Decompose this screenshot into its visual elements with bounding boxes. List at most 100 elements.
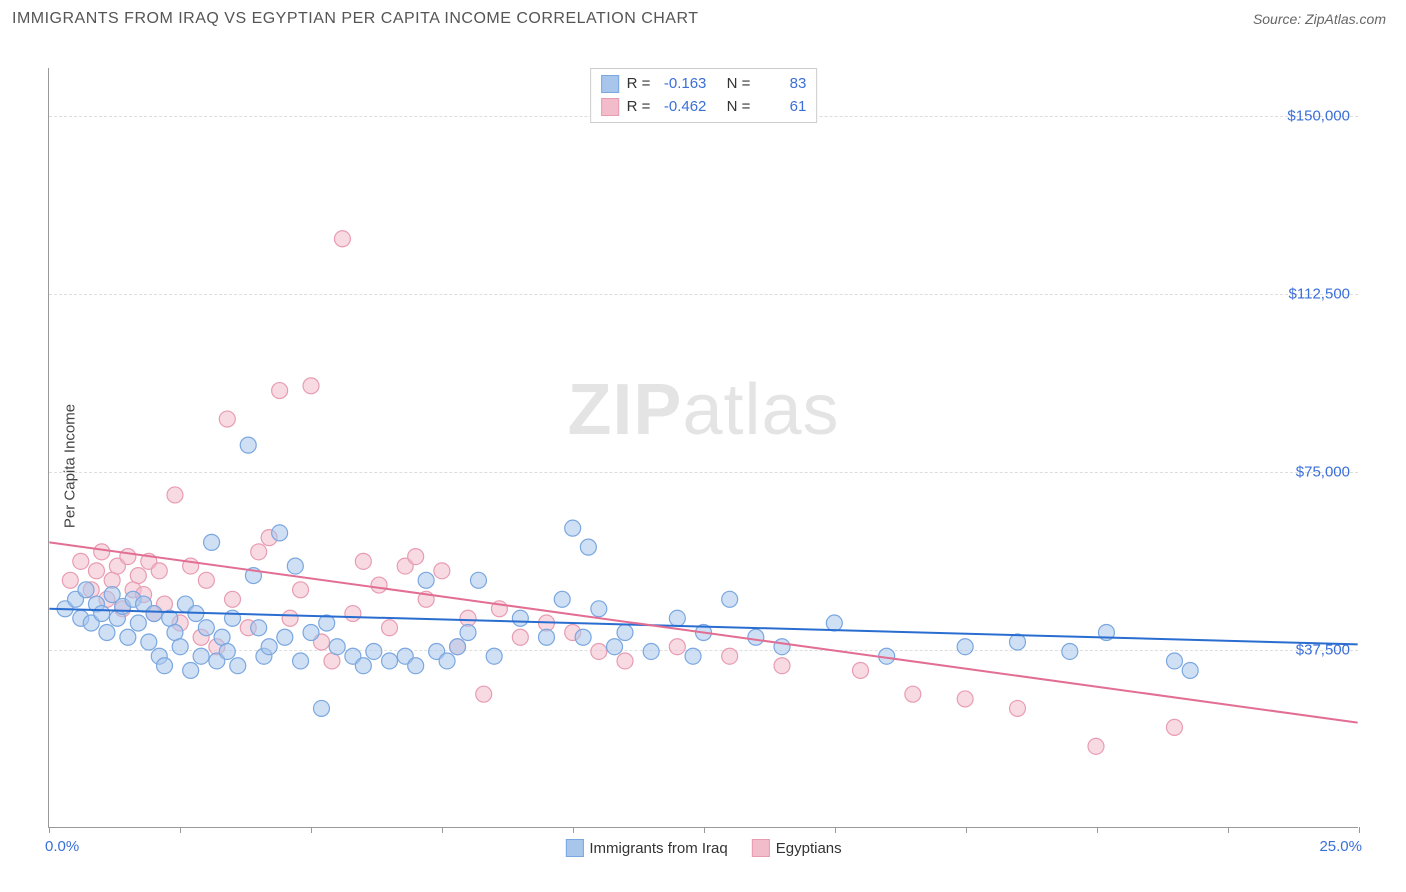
data-point (539, 629, 555, 645)
data-point (345, 606, 361, 622)
data-point (1088, 738, 1104, 754)
data-point (204, 534, 220, 550)
data-point (104, 572, 120, 588)
data-point (669, 639, 685, 655)
xtick (49, 827, 50, 833)
data-point (512, 629, 528, 645)
xtick (311, 827, 312, 833)
xtick (1359, 827, 1360, 833)
data-point (460, 625, 476, 641)
data-point (73, 553, 89, 569)
plot-svg (49, 68, 1358, 827)
data-point (722, 591, 738, 607)
data-point (470, 572, 486, 588)
data-point (748, 629, 764, 645)
stats-row-series1: R = -0.163 N = 83 (601, 73, 807, 96)
plot-area: ZIPatlas R = -0.163 N = 83 R = -0.462 N … (48, 68, 1358, 828)
data-point (355, 553, 371, 569)
data-point (685, 648, 701, 664)
data-point (905, 686, 921, 702)
data-point (198, 620, 214, 636)
data-point (355, 658, 371, 674)
data-point (293, 653, 309, 669)
data-point (214, 629, 230, 645)
data-point (591, 601, 607, 617)
data-point (512, 610, 528, 626)
xtick (1228, 827, 1229, 833)
data-point (303, 625, 319, 641)
data-point (408, 549, 424, 565)
xtick (573, 827, 574, 833)
data-point (617, 653, 633, 669)
xtick (966, 827, 967, 833)
data-point (580, 539, 596, 555)
data-point (219, 643, 235, 659)
data-point (261, 639, 277, 655)
data-point (1166, 653, 1182, 669)
data-point (418, 572, 434, 588)
data-point (1062, 643, 1078, 659)
data-point (240, 437, 256, 453)
data-point (329, 639, 345, 655)
stats-row-series2: R = -0.462 N = 61 (601, 96, 807, 119)
data-point (130, 568, 146, 584)
data-point (957, 691, 973, 707)
legend-item-series1: Immigrants from Iraq (565, 839, 727, 857)
data-point (382, 620, 398, 636)
chart-title: IMMIGRANTS FROM IRAQ VS EGYPTIAN PER CAP… (12, 10, 699, 28)
data-point (172, 639, 188, 655)
data-point (272, 383, 288, 399)
data-point (486, 648, 502, 664)
xtick (442, 827, 443, 833)
data-point (151, 563, 167, 579)
data-point (450, 639, 466, 655)
swatch-series2 (601, 98, 619, 116)
swatch-series2-bottom (752, 839, 770, 857)
data-point (287, 558, 303, 574)
data-point (1009, 700, 1025, 716)
legend-item-series2: Egyptians (752, 839, 842, 857)
data-point (282, 610, 298, 626)
data-point (774, 658, 790, 674)
data-point (130, 615, 146, 631)
data-point (293, 582, 309, 598)
data-point (303, 378, 319, 394)
data-point (141, 634, 157, 650)
data-point (120, 629, 136, 645)
data-point (313, 700, 329, 716)
xtick-label-left: 0.0% (45, 838, 79, 855)
data-point (774, 639, 790, 655)
bottom-legend: Immigrants from Iraq Egyptians (565, 839, 841, 857)
swatch-series1-bottom (565, 839, 583, 857)
data-point (826, 615, 842, 631)
data-point (146, 606, 162, 622)
data-point (183, 662, 199, 678)
data-point (62, 572, 78, 588)
data-point (591, 643, 607, 659)
data-point (157, 658, 173, 674)
data-point (167, 487, 183, 503)
data-point (193, 648, 209, 664)
data-point (334, 231, 350, 247)
data-point (643, 643, 659, 659)
data-point (476, 686, 492, 702)
data-point (94, 544, 110, 560)
data-point (94, 606, 110, 622)
data-point (167, 625, 183, 641)
chart-container: Per Capita Income ZIPatlas R = -0.163 N … (0, 40, 1406, 892)
data-point (1182, 662, 1198, 678)
data-point (366, 643, 382, 659)
data-point (251, 544, 267, 560)
data-point (382, 653, 398, 669)
data-point (554, 591, 570, 607)
xtick (835, 827, 836, 833)
data-point (78, 582, 94, 598)
data-point (225, 591, 241, 607)
data-point (1166, 719, 1182, 735)
data-point (198, 572, 214, 588)
data-point (88, 563, 104, 579)
data-point (957, 639, 973, 655)
data-point (669, 610, 685, 626)
stats-legend-box: R = -0.163 N = 83 R = -0.462 N = 61 (590, 68, 818, 123)
data-point (853, 662, 869, 678)
